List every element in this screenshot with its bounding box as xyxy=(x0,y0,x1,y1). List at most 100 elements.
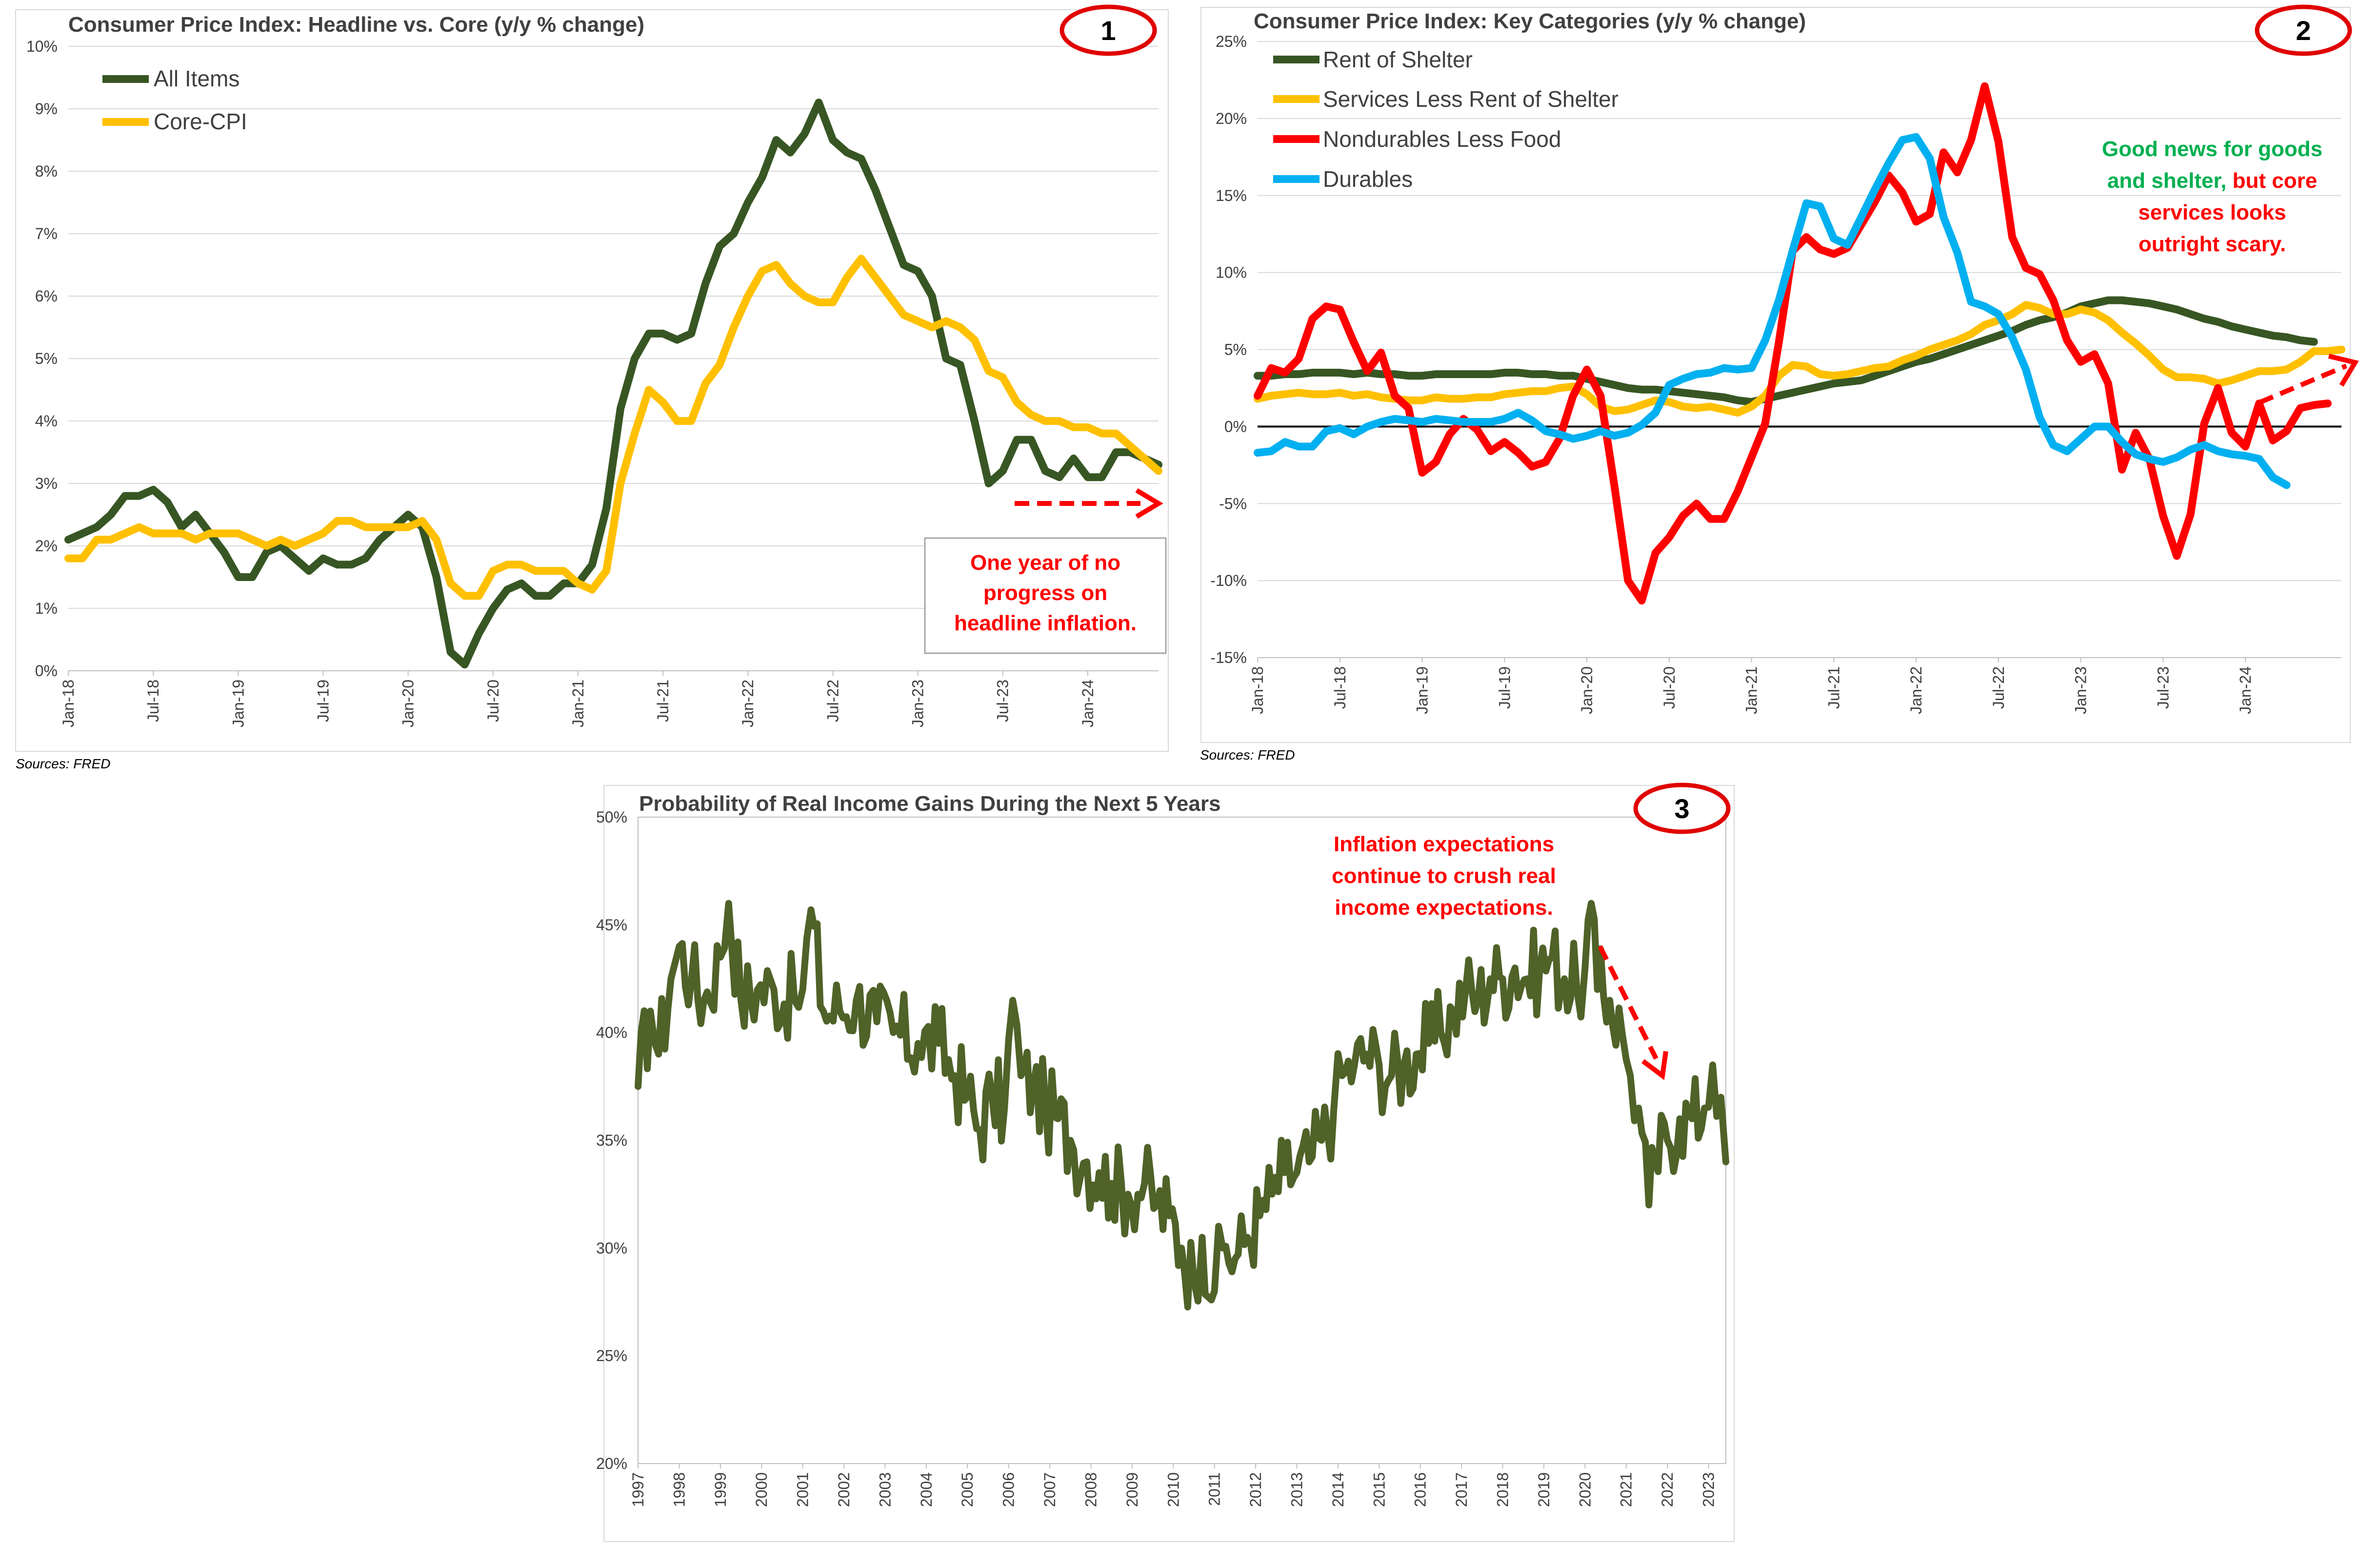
annotation-box xyxy=(924,537,1167,654)
chart-frame xyxy=(603,785,1735,1542)
chart-title: Consumer Price Index: Key Categories (y/… xyxy=(1254,9,1806,33)
x-tick-label: 2001 xyxy=(794,1472,812,1507)
x-tick-label: 2010 xyxy=(1164,1472,1182,1507)
x-tick-label: Jul-21 xyxy=(1825,666,1842,709)
x-tick-label: Jul-23 xyxy=(2154,666,2172,709)
badge-oval xyxy=(1633,783,1731,834)
y-tick-label: -5% xyxy=(1219,495,1247,512)
badge-number: 1 xyxy=(1100,15,1116,46)
x-tick-label: 2015 xyxy=(1370,1472,1388,1507)
y-tick-label: 1% xyxy=(35,600,58,617)
x-tick-label: Jul-18 xyxy=(1331,666,1349,709)
legend-label-rent-of-shelter: Rent of Shelter xyxy=(1323,47,1473,72)
y-tick-label: 10% xyxy=(26,38,58,55)
x-tick-label: Jan-20 xyxy=(400,680,417,727)
x-tick-label: 1999 xyxy=(712,1472,729,1507)
legend-label-services-less-rent: Services Less Rent of Shelter xyxy=(1323,86,1619,112)
annotation-text: Good news for goods xyxy=(2102,137,2322,161)
badge-number: 3 xyxy=(1674,793,1689,824)
x-tick-label: 2020 xyxy=(1576,1472,1594,1507)
y-tick-label: 7% xyxy=(35,225,58,242)
annotation-text: headline inflation. xyxy=(954,611,1137,635)
x-tick-label: 2003 xyxy=(876,1472,894,1507)
annotation-text: One year of no xyxy=(970,551,1120,575)
series-line-0 xyxy=(1254,296,2318,406)
legend: All Items Core-CPI xyxy=(102,66,247,134)
x-tick-label: Jan-18 xyxy=(60,680,77,727)
x-tick-label: Jan-24 xyxy=(1079,680,1097,727)
x-tick-label: Jul-18 xyxy=(144,680,162,722)
x-tick-label: 2005 xyxy=(959,1472,976,1507)
annotation-text: outright scary. xyxy=(2139,232,2286,256)
y-tick-label: 4% xyxy=(35,412,58,430)
x-tick-label: 2014 xyxy=(1329,1472,1347,1507)
x-tick-label: Jan-21 xyxy=(1743,666,1760,714)
x-tick-label: Jul-19 xyxy=(314,680,332,722)
legend-label-durables: Durables xyxy=(1323,166,1413,192)
annotation-arrow-shaft xyxy=(2259,363,2347,405)
y-tick-label: -10% xyxy=(1210,572,1247,589)
x-tick-label: Jan-19 xyxy=(229,680,247,727)
annotation-text: Inflation expectations xyxy=(1334,832,1554,856)
series-line-3 xyxy=(1254,133,2291,489)
series-line-1 xyxy=(1254,301,2345,417)
x-tick-label: 2012 xyxy=(1247,1472,1264,1507)
series-line-1 xyxy=(64,255,1162,600)
annotation-text-part: but core xyxy=(2226,169,2317,193)
x-tick-label: Jan-21 xyxy=(569,680,587,727)
badge-oval xyxy=(2255,4,2352,56)
y-tick-label: -15% xyxy=(1210,649,1247,666)
x-tick-label: Jul-23 xyxy=(994,680,1012,722)
annotation-text: income expectations. xyxy=(1335,896,1553,920)
x-tick-label: 2009 xyxy=(1123,1472,1141,1507)
y-tick-label: 0% xyxy=(1224,418,1247,435)
x-tick-label: 2002 xyxy=(835,1472,853,1507)
x-tick-label: Jul-20 xyxy=(1660,666,1678,709)
annotation-text: continue to crush real xyxy=(1332,864,1556,888)
y-tick-label: 20% xyxy=(1216,110,1247,127)
plot-border xyxy=(638,817,1726,1464)
x-tick-label: Jul-21 xyxy=(654,680,672,722)
x-tick-label: 2013 xyxy=(1288,1472,1305,1507)
x-tick-label: 2017 xyxy=(1453,1472,1470,1507)
annotation-text-part: and shelter, xyxy=(2107,169,2227,193)
chart-headline-vs-core: Consumer Price Index: Headline vs. Core … xyxy=(15,4,1169,771)
x-tick-label: 2023 xyxy=(1700,1472,1718,1507)
badge-number: 2 xyxy=(2296,15,2311,46)
x-tick-label: 2000 xyxy=(753,1472,770,1507)
x-tick-label: Jul-22 xyxy=(824,680,841,722)
y-tick-label: 8% xyxy=(35,162,58,180)
x-tick-label: Jul-20 xyxy=(484,680,502,722)
series-line-0 xyxy=(635,900,1729,1311)
legend-label-nondurables-less-food: Nondurables Less Food xyxy=(1323,126,1561,152)
y-tick-label: 40% xyxy=(596,1024,627,1042)
series-line-2 xyxy=(1254,82,2332,605)
badge-oval xyxy=(1060,4,1157,56)
y-tick-label: 5% xyxy=(35,350,58,367)
chart-title: Probability of Real Income Gains During … xyxy=(639,792,1220,816)
legend: Rent of Shelter Services Less Rent of Sh… xyxy=(1273,47,1619,192)
x-tick-label: Jan-18 xyxy=(1249,666,1266,714)
annotation-text: progress on xyxy=(983,581,1107,605)
series-line-0 xyxy=(64,99,1162,669)
x-tick-label: Jan-23 xyxy=(909,680,927,727)
x-tick-label: Jan-19 xyxy=(1414,666,1431,714)
y-tick-label: 5% xyxy=(1224,341,1247,359)
annotation-arrow-head xyxy=(2328,354,2359,387)
y-tick-label: 15% xyxy=(1216,187,1247,204)
y-tick-label: 6% xyxy=(35,287,58,305)
legend-label-all-items: All Items xyxy=(154,66,240,91)
source-note: Sources: FRED xyxy=(1200,747,1295,762)
y-tick-label: 3% xyxy=(35,475,58,492)
x-tick-label: 1998 xyxy=(670,1472,688,1507)
x-tick-label: 2006 xyxy=(1000,1472,1018,1507)
x-tick-label: 2007 xyxy=(1041,1472,1059,1507)
x-tick-label: 1997 xyxy=(629,1472,647,1507)
chart-real-income-gains: Probability of Real Income Gains During … xyxy=(596,783,1735,1542)
x-tick-label: 2016 xyxy=(1412,1472,1429,1507)
y-tick-label: 50% xyxy=(596,808,627,826)
annotation-text: services looks xyxy=(2138,201,2286,224)
y-tick-label: 2% xyxy=(35,537,58,555)
y-tick-label: 45% xyxy=(596,916,627,934)
